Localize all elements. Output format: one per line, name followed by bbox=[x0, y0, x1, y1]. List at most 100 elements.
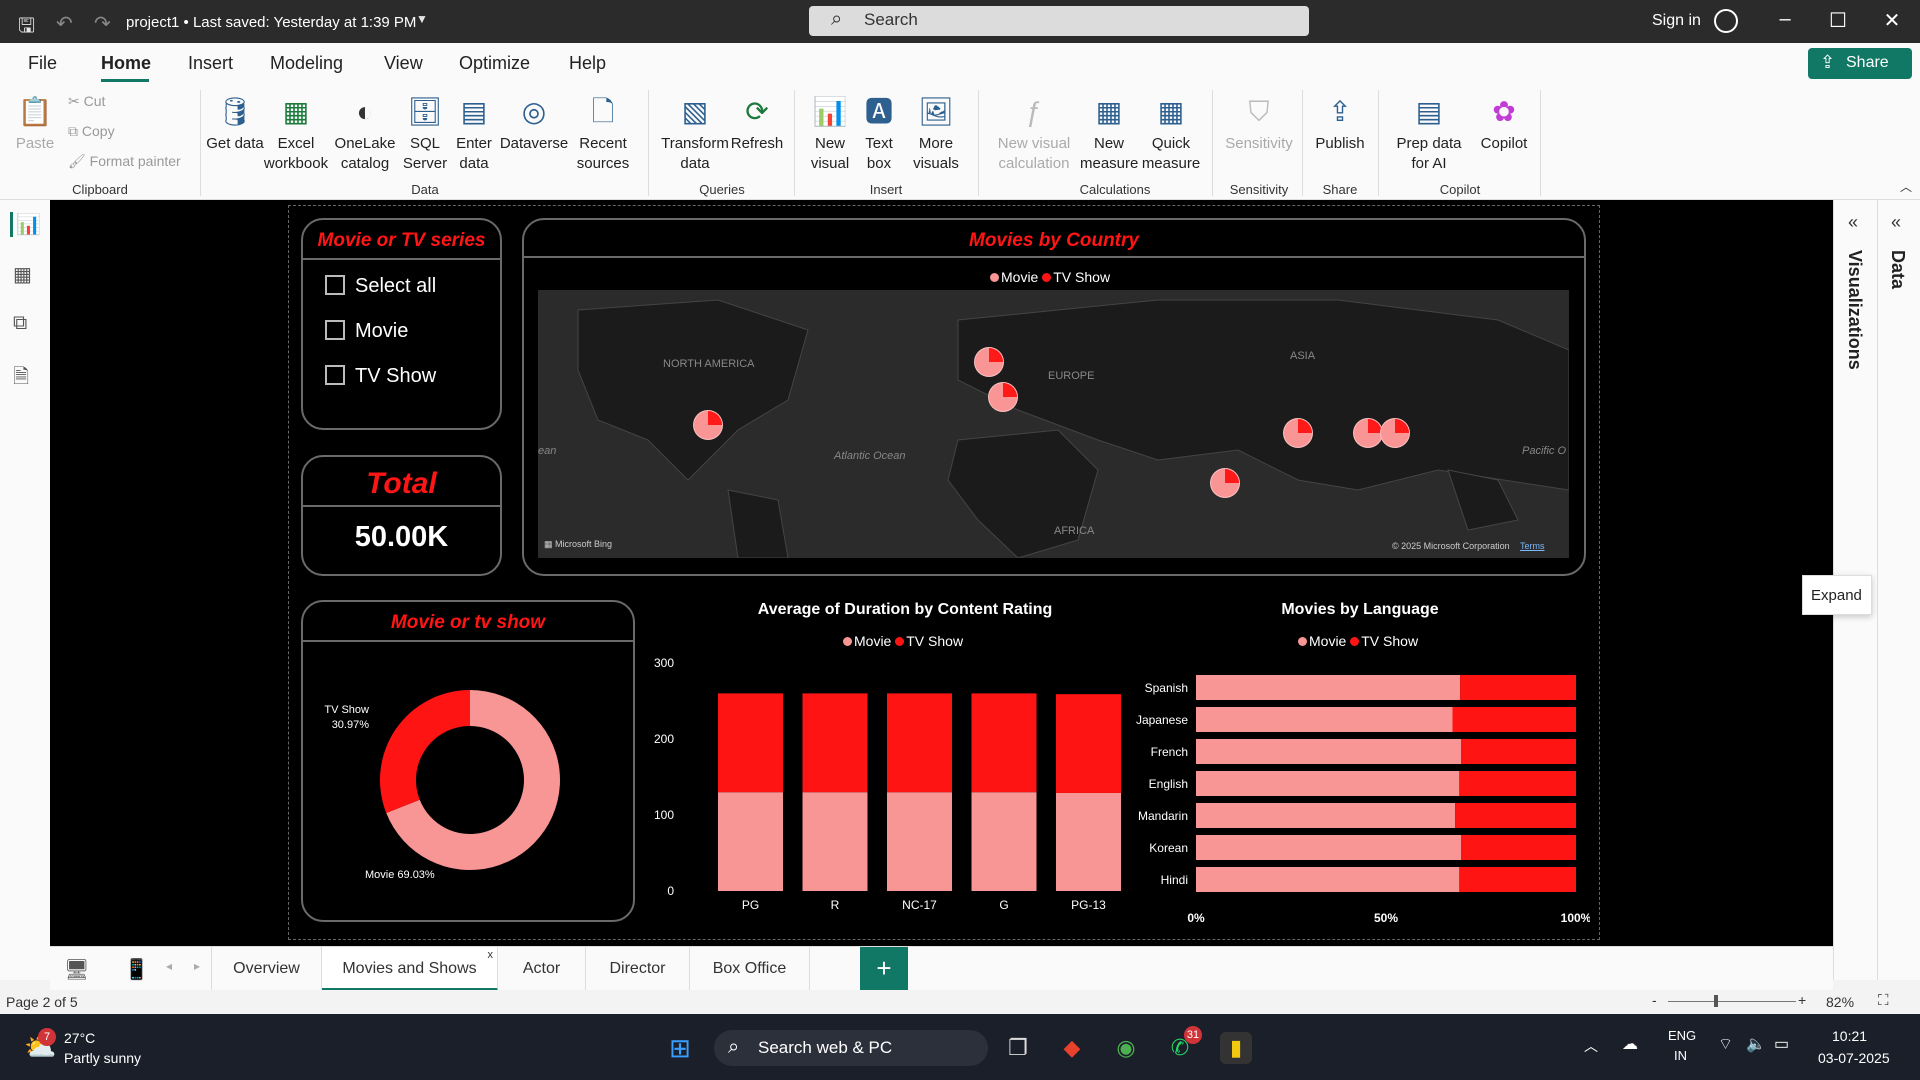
copilot-button[interactable]: ✿ Copilot bbox=[1474, 94, 1534, 154]
map-bubble-korea[interactable] bbox=[1353, 418, 1383, 448]
start-icon[interactable]: ⊞ bbox=[669, 1033, 691, 1063]
sensitivity-button[interactable]: ⛉ Sensitivity bbox=[1220, 94, 1298, 154]
slicer-option-movie[interactable]: Movie bbox=[325, 320, 408, 343]
power-bi-icon[interactable]: ▮ bbox=[1220, 1032, 1252, 1064]
expand-visualizations-icon[interactable]: « bbox=[1848, 212, 1859, 232]
bar-movie[interactable] bbox=[1196, 771, 1460, 796]
sql-server-button[interactable]: 🗄 SQL Server bbox=[400, 94, 450, 174]
checkbox[interactable] bbox=[325, 320, 345, 340]
menu-optimize[interactable]: Optimize bbox=[459, 53, 531, 73]
mobile-layout-icon[interactable]: 📱 bbox=[124, 959, 149, 981]
bar-movie[interactable] bbox=[1056, 792, 1121, 891]
search-input[interactable]: ⌕ Search bbox=[809, 6, 1309, 36]
account-icon[interactable] bbox=[1714, 9, 1738, 33]
language-indicator-1[interactable]: ENG bbox=[1668, 1028, 1697, 1043]
format-painter-button[interactable]: 🖌 Format painter bbox=[68, 153, 181, 169]
app-icon[interactable]: ◆ bbox=[1063, 1035, 1081, 1060]
menu-insert[interactable]: Insert bbox=[188, 53, 234, 73]
checkbox[interactable] bbox=[325, 275, 345, 295]
share-button[interactable]: ⇪ Share bbox=[1808, 48, 1912, 79]
total-card[interactable]: Total 50.00K bbox=[301, 455, 502, 576]
bar-tv-show[interactable] bbox=[1459, 771, 1576, 796]
tab-overview[interactable]: Overview bbox=[211, 947, 322, 991]
bar-movie[interactable] bbox=[1196, 675, 1461, 700]
bar-movie[interactable] bbox=[802, 792, 868, 891]
publish-button[interactable]: ⇪ Publish bbox=[1310, 94, 1370, 154]
get-data-button[interactable]: 🛢 Get data bbox=[206, 94, 264, 154]
new-visual-button[interactable]: 📊 New visual bbox=[806, 94, 854, 174]
new-measure-button[interactable]: ▦ New measure bbox=[1080, 94, 1138, 174]
task-view-icon[interactable]: ❐ bbox=[1008, 1035, 1028, 1060]
zoom-out-button[interactable]: - bbox=[1652, 992, 1657, 1008]
bar-tv-show[interactable] bbox=[971, 693, 1037, 793]
bar-tv-show[interactable] bbox=[1455, 803, 1576, 828]
clock-time[interactable]: 10:21 bbox=[1832, 1028, 1868, 1044]
language-bar-chart[interactable]: Spanish Japanese French English Mandarin Kore… bbox=[1130, 660, 1590, 930]
show-hidden-icons[interactable]: ︿ bbox=[1584, 1038, 1598, 1054]
maximize-button[interactable]: ☐ bbox=[1829, 10, 1847, 32]
bar-tv-show[interactable] bbox=[718, 693, 783, 793]
recent-sources-button[interactable]: 🗋 Recent sources bbox=[566, 94, 640, 174]
duration-bar-chart[interactable]: 0 100 200 300 PG R NC-17 G PG-13 bbox=[640, 650, 1130, 920]
bar-tv-show[interactable] bbox=[1461, 835, 1576, 860]
donut-slice-movie[interactable] bbox=[386, 690, 560, 870]
map-terms-link[interactable]: Terms bbox=[1520, 541, 1545, 551]
map-bubble-france[interactable] bbox=[988, 382, 1018, 412]
bar-tv-show[interactable] bbox=[887, 693, 952, 793]
bar-tv-show[interactable] bbox=[1460, 675, 1576, 700]
menu-home[interactable]: Home bbox=[101, 53, 152, 73]
menu-file[interactable]: File bbox=[28, 53, 58, 73]
map-bubble-india[interactable] bbox=[1210, 468, 1240, 498]
close-button[interactable]: ✕ bbox=[1883, 10, 1901, 32]
expand-data-icon[interactable]: « bbox=[1891, 212, 1902, 232]
table-view-icon[interactable]: ▦ bbox=[13, 264, 32, 286]
bar-movie[interactable] bbox=[1196, 707, 1453, 732]
tab-box-office[interactable]: Box Office bbox=[690, 947, 810, 991]
battery-icon[interactable]: ▭ bbox=[1774, 1036, 1790, 1053]
add-page-button[interactable]: + bbox=[860, 947, 908, 991]
map-bubble-usa[interactable] bbox=[693, 410, 723, 440]
zoom-slider[interactable] bbox=[1668, 1001, 1796, 1002]
world-map[interactable]: NORTH AMERICA EUROPE ASIA Atlantic Ocean… bbox=[538, 290, 1569, 558]
undo-icon[interactable]: ↶ bbox=[56, 13, 73, 35]
wifi-icon[interactable]: ⌔ bbox=[1718, 1036, 1734, 1053]
donut-slice-tv-show[interactable] bbox=[380, 690, 470, 813]
paste-button[interactable]: 📋 Paste bbox=[10, 94, 60, 154]
menu-view[interactable]: View bbox=[384, 53, 423, 73]
sign-in-link[interactable]: Sign in bbox=[1652, 12, 1701, 29]
onedrive-icon[interactable]: ☁ bbox=[1622, 1036, 1638, 1053]
bar-movie[interactable] bbox=[718, 792, 783, 891]
clock-date[interactable]: 03-07-2025 bbox=[1818, 1050, 1890, 1066]
zoom-in-button[interactable]: + bbox=[1798, 992, 1807, 1008]
bar-tv-show[interactable] bbox=[1461, 739, 1576, 764]
slicer-option-tv-show[interactable]: TV Show bbox=[325, 365, 436, 388]
prep-data-for-ai-button[interactable]: ▤ Prep data for AI bbox=[1386, 94, 1472, 174]
desktop-layout-icon[interactable]: 🖥 bbox=[64, 959, 90, 981]
bar-movie[interactable] bbox=[1196, 739, 1462, 764]
new-visual-calculation-button[interactable]: ƒ New visual calculation bbox=[992, 94, 1076, 174]
text-box-button[interactable]: 🅰 Text box bbox=[856, 94, 902, 174]
language-indicator-2[interactable]: IN bbox=[1674, 1048, 1687, 1063]
dax-query-view-icon[interactable]: 🗎 bbox=[13, 366, 30, 388]
map-bubble-japan[interactable] bbox=[1380, 418, 1410, 448]
bar-movie[interactable] bbox=[971, 792, 1037, 891]
minimize-button[interactable]: – bbox=[1779, 8, 1791, 30]
quick-measure-button[interactable]: ▦ Quick measure bbox=[1140, 94, 1202, 174]
tab-actor[interactable]: Actor bbox=[498, 947, 586, 991]
save-icon[interactable]: 🖫 bbox=[18, 15, 36, 37]
excel-workbook-button[interactable]: ▦ Excel workbook bbox=[260, 94, 332, 174]
slicer-option-select-all[interactable]: Select all bbox=[325, 275, 436, 298]
enter-data-button[interactable]: ▤ Enter data bbox=[450, 94, 498, 174]
scroll-right-icon[interactable]: ▸ bbox=[194, 959, 201, 973]
bar-movie[interactable] bbox=[1196, 835, 1462, 860]
cut-button[interactable]: ✂ Cut bbox=[68, 93, 106, 109]
more-visuals-button[interactable]: 🖼 More visuals bbox=[904, 94, 968, 174]
map-bubble-uk[interactable] bbox=[974, 347, 1004, 377]
tab-director[interactable]: Director bbox=[586, 947, 690, 991]
scroll-left-icon[interactable]: ◂ bbox=[166, 959, 173, 973]
menu-help[interactable]: Help bbox=[569, 53, 607, 73]
refresh-button[interactable]: ⟳ Refresh bbox=[730, 94, 784, 154]
map-bubble-china[interactable] bbox=[1283, 418, 1313, 448]
bar-tv-show[interactable] bbox=[1459, 867, 1576, 892]
taskbar-search[interactable]: ⌕ Search web & PC bbox=[714, 1030, 988, 1066]
